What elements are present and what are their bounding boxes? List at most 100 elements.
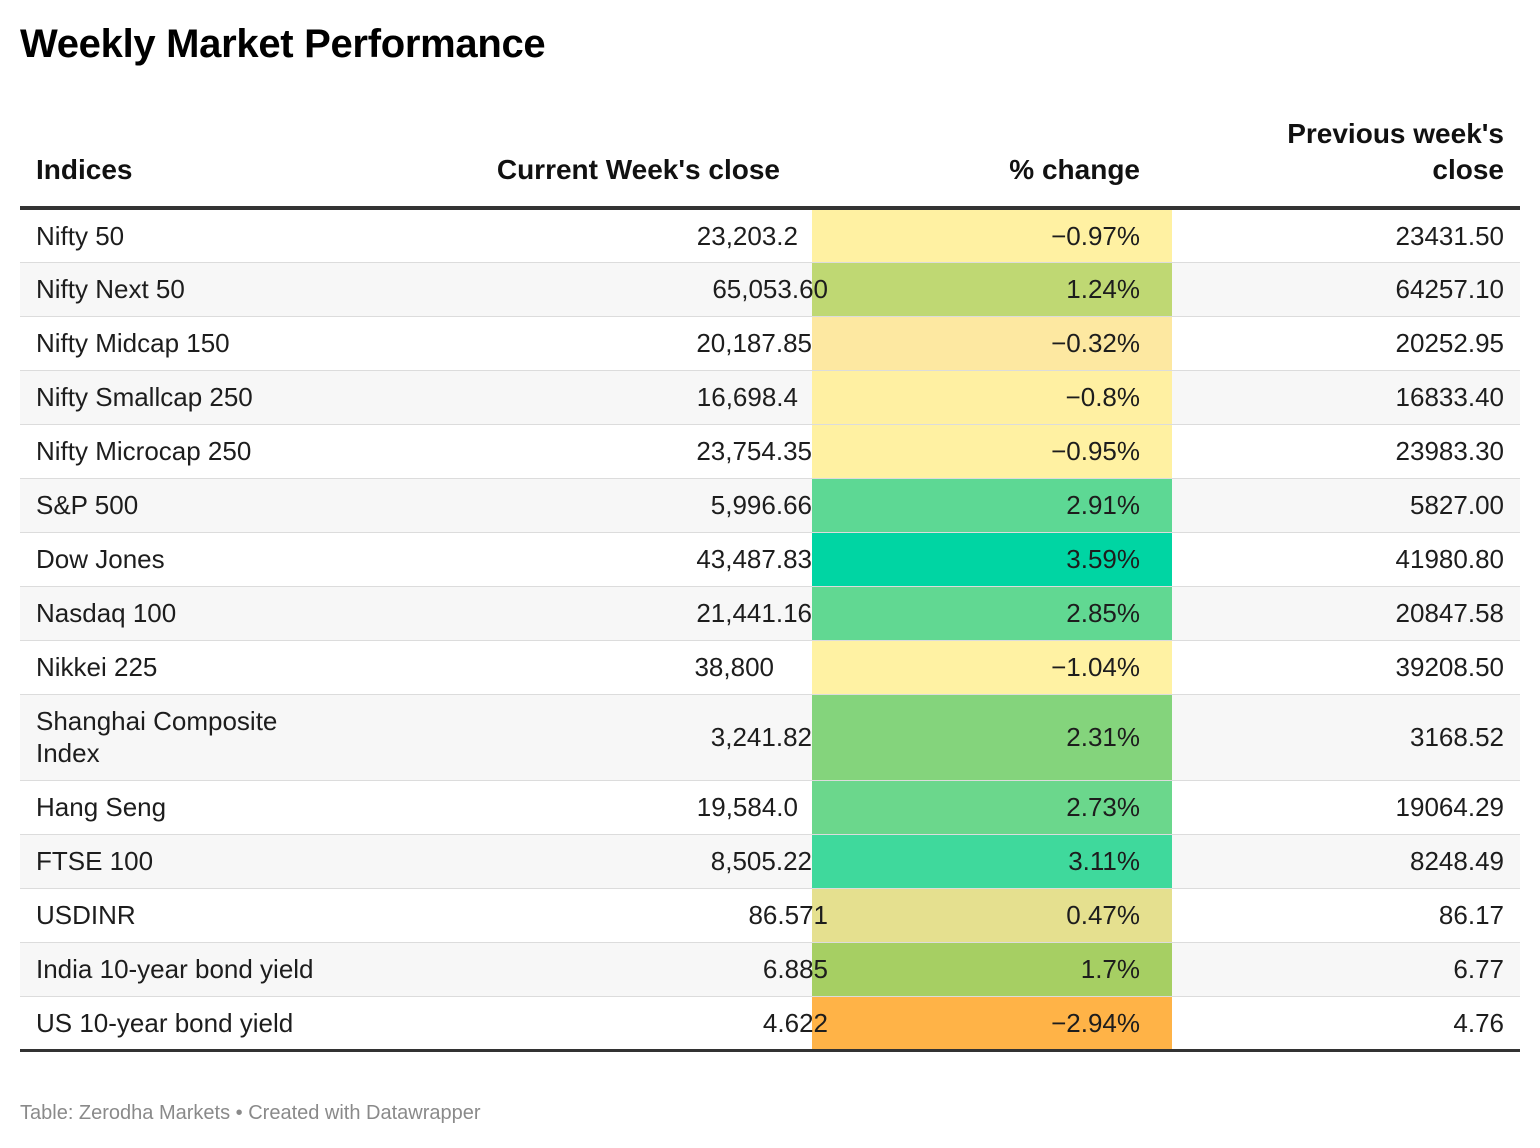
cell-previous-close: 41980.80 [1172, 532, 1520, 587]
cell-current-close: 8,505.22 [440, 834, 812, 889]
cell-previous-close: 8248.49 [1172, 834, 1520, 889]
current-close-value: 20,187.85 [696, 328, 812, 358]
cell-percent-change: 1.7% [812, 942, 1172, 997]
cell-index-name: Nifty Microcap 250 [20, 424, 440, 479]
cell-index-name: Nifty Next 50 [20, 262, 440, 317]
cell-previous-close: 64257.10 [1172, 262, 1520, 317]
cell-current-close: 65,053.60 [440, 262, 828, 317]
cell-percent-change: −2.94% [812, 996, 1172, 1052]
cell-percent-change: −1.04% [812, 640, 1172, 695]
cell-percent-change: 2.73% [812, 780, 1172, 835]
index-name-text: US 10-year bond yield [36, 1007, 294, 1038]
current-close-value: 5,996.66 [710, 490, 812, 520]
index-name-text: Nikkei 225 [36, 652, 158, 682]
index-name-text: Nifty Next 50 [36, 274, 185, 304]
index-name-text: FTSE 100 [36, 846, 154, 876]
table-row: Nifty Midcap 150 20,187.85 −0.32% 20252.95 [20, 316, 1520, 371]
cell-percent-change: −0.32% [812, 316, 1172, 371]
index-name-text: Nifty Midcap 150 [36, 328, 230, 358]
table-row: India 10-year bond yield 6.885 1.7% 6.77 [20, 942, 1520, 997]
cell-percent-change: 3.59% [812, 532, 1172, 587]
cell-index-name: Nifty Smallcap 250 [20, 370, 440, 425]
index-name-text: USDINR [36, 900, 136, 930]
table-row: FTSE 100 8,505.22 3.11% 8248.49 [20, 834, 1520, 889]
table-row: Nifty Next 50 65,053.60 1.24% 64257.10 [20, 262, 1520, 317]
table-row: Nifty Microcap 250 23,754.35 −0.95% 23983.3… [20, 424, 1520, 479]
cell-percent-change: 2.31% [812, 694, 1172, 781]
cell-index-name: S&P 500 [20, 478, 440, 533]
cell-previous-close: 5827.00 [1172, 478, 1520, 533]
index-name-text: Shanghai Composite Index [36, 706, 278, 768]
cell-current-close: 23,203.2 [440, 208, 812, 263]
cell-current-close: 4.622 [440, 996, 828, 1052]
cell-current-close: 43,487.83 [440, 532, 812, 587]
current-close-value: 8,505.22 [710, 846, 812, 876]
cell-previous-close: 4.76 [1172, 996, 1520, 1052]
cell-percent-change: −0.97% [812, 208, 1172, 263]
table-row: Nikkei 225 38,800 −1.04% 39208.50 [20, 640, 1520, 695]
current-close-value: 6.885 [762, 954, 828, 984]
cell-current-close: 86.571 [440, 888, 828, 943]
cell-previous-close: 16833.40 [1172, 370, 1520, 425]
table-row: S&P 500 5,996.66 2.91% 5827.00 [20, 478, 1520, 533]
cell-percent-change: 0.47% [812, 888, 1172, 943]
cell-index-name: Nifty 50 [20, 208, 440, 263]
index-name-text: Nifty Smallcap 250 [36, 382, 253, 412]
current-close-value: 4.622 [762, 1007, 828, 1038]
cell-previous-close: 20847.58 [1172, 586, 1520, 641]
column-header-percent-change[interactable]: % change [812, 116, 1172, 210]
current-close-value: 65,053.60 [712, 274, 828, 304]
current-close-value: 23,754.35 [696, 436, 812, 466]
cell-percent-change: −0.8% [812, 370, 1172, 425]
index-name-text: S&P 500 [36, 490, 139, 520]
cell-previous-close: 19064.29 [1172, 780, 1520, 835]
cell-previous-close: 3168.52 [1172, 694, 1520, 781]
current-close-value: 86.571 [748, 900, 828, 930]
cell-index-name: Dow Jones [20, 532, 440, 587]
cell-index-name: Nikkei 225 [20, 640, 440, 695]
page-title: Weekly Market Performance [20, 22, 546, 66]
cell-current-close: 23,754.35 [440, 424, 812, 479]
cell-current-close: 6.885 [440, 942, 828, 997]
cell-current-close: 19,584.0 [440, 780, 812, 835]
table-row: US 10-year bond yield 4.622 −2.94% 4.76 [20, 996, 1520, 1052]
cell-percent-change: 2.91% [812, 478, 1172, 533]
table-row: Shanghai Composite Index 3,241.82 2.31% 316… [20, 694, 1520, 781]
index-name-text: India 10-year bond yield [36, 954, 314, 984]
current-close-value: 38,800 [694, 652, 774, 682]
cell-current-close: 3,241.82 [440, 694, 812, 781]
table-footer-credit: Table: Zerodha Markets • Created with Da… [20, 1102, 481, 1124]
cell-previous-close: 6.77 [1172, 942, 1520, 997]
table-row: USDINR 86.571 0.47% 86.17 [20, 888, 1520, 943]
cell-percent-change: −0.95% [812, 424, 1172, 479]
cell-previous-close: 39208.50 [1172, 640, 1520, 695]
cell-current-close: 16,698.4 [440, 370, 812, 425]
column-header-current-close[interactable]: Current Week's close [440, 116, 812, 210]
cell-index-name: Nasdaq 100 [20, 586, 440, 641]
current-close-value: 19,584.0 [696, 792, 798, 822]
table-row: Nifty 50 23,203.2 −0.97% 23431.50 [20, 208, 1520, 263]
cell-previous-close: 20252.95 [1172, 316, 1520, 371]
current-close-value: 16,698.4 [696, 382, 798, 412]
current-close-value: 21,441.16 [696, 598, 812, 628]
cell-current-close: 21,441.16 [440, 586, 812, 641]
index-name-text: Nifty 50 [36, 220, 125, 251]
cell-previous-close: 86.17 [1172, 888, 1520, 943]
index-name-text: Nifty Microcap 250 [36, 436, 252, 466]
table-row: Nasdaq 100 21,441.16 2.85% 20847.58 [20, 586, 1520, 641]
table-row: Nifty Smallcap 250 16,698.4 −0.8% 16833.40 [20, 370, 1520, 425]
column-header-previous-close[interactable]: Previous week's close [1172, 116, 1520, 210]
cell-index-name: USDINR [20, 888, 440, 943]
cell-index-name: Shanghai Composite Index [20, 694, 440, 781]
table-row: Hang Seng 19,584.0 2.73% 19064.29 [20, 780, 1520, 835]
cell-current-close: 5,996.66 [440, 478, 812, 533]
index-name-text: Dow Jones [36, 544, 165, 574]
cell-index-name: India 10-year bond yield [20, 942, 440, 997]
current-close-value: 23,203.2 [696, 220, 798, 251]
cell-current-close: 38,800 [440, 640, 812, 695]
cell-previous-close: 23983.30 [1172, 424, 1520, 479]
cell-index-name: FTSE 100 [20, 834, 440, 889]
current-close-value: 3,241.82 [710, 722, 812, 752]
table-row: Dow Jones 43,487.83 3.59% 41980.80 [20, 532, 1520, 587]
column-header-indices[interactable]: Indices [20, 116, 440, 210]
